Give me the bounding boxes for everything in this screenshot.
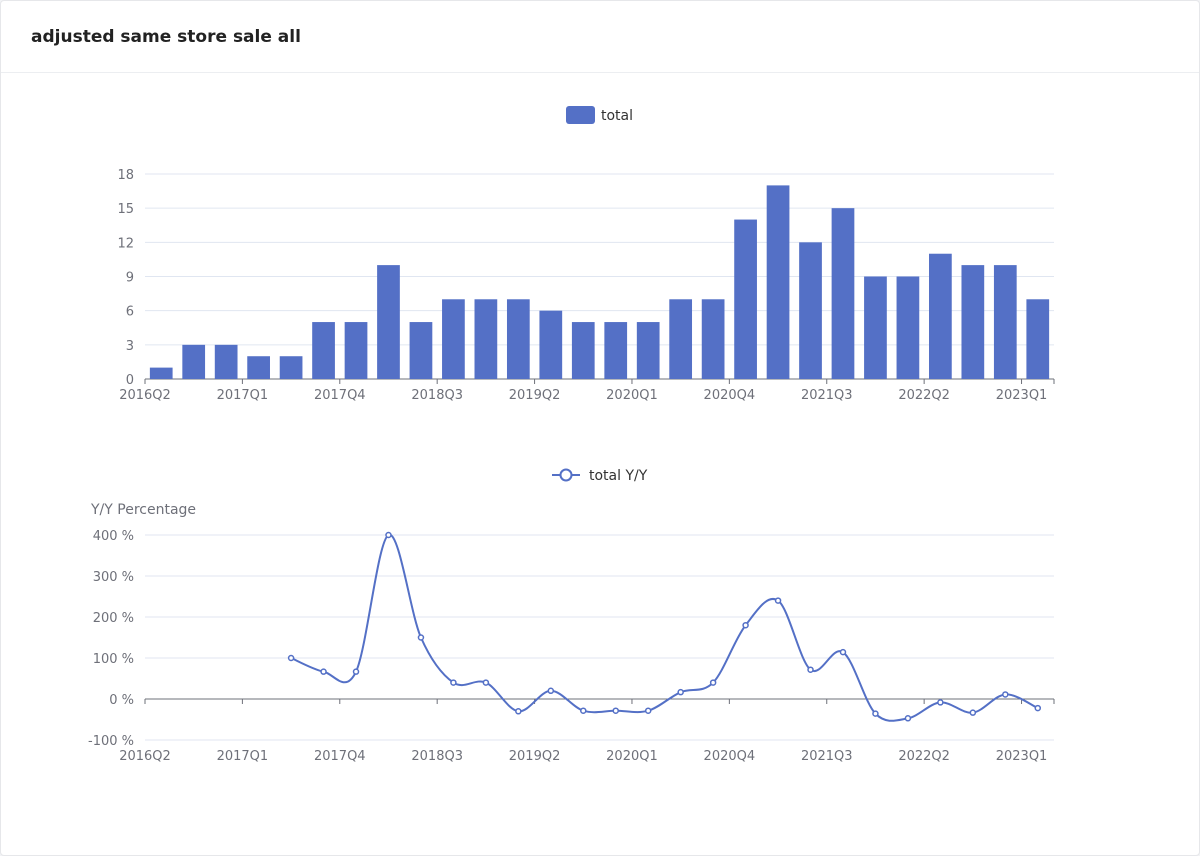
- data-point: [580, 707, 587, 714]
- bar: [1026, 299, 1050, 379]
- bar: [961, 265, 985, 379]
- bar: [247, 356, 270, 379]
- x-tick-label: 2019Q2: [509, 388, 561, 403]
- data-point: [547, 687, 555, 695]
- legend-swatch: [566, 106, 595, 124]
- bar: [312, 322, 335, 379]
- series-line: [290, 533, 1039, 722]
- data-point: [320, 668, 327, 675]
- bar-legend: total: [566, 106, 633, 124]
- line-chart: total Y/Y Y/Y Percentage -100 % 0 % 100 % 200…: [88, 468, 1055, 764]
- bar: [474, 299, 498, 379]
- bar: [734, 219, 757, 379]
- x-tick-label: 2017Q1: [217, 749, 269, 764]
- bar: [799, 242, 822, 379]
- bar: [279, 356, 303, 379]
- legend-label: total Y/Y: [589, 468, 648, 484]
- data-point: [644, 707, 652, 714]
- data-point: [937, 699, 944, 706]
- bar: [864, 276, 887, 379]
- y-axis-title: Y/Y Percentage: [90, 502, 196, 518]
- x-tick-label: 2017Q4: [314, 388, 366, 403]
- y-tick-label: 0: [126, 373, 134, 388]
- line-legend: total Y/Y: [552, 468, 648, 484]
- data-point: [352, 668, 360, 675]
- bar: [896, 276, 920, 379]
- data-point: [450, 679, 457, 686]
- bar: [636, 322, 660, 379]
- data-point: [515, 708, 522, 715]
- bar: [409, 322, 433, 379]
- x-tick-label: 2022Q2: [898, 388, 950, 403]
- data-point: [742, 621, 749, 629]
- bar: [182, 344, 206, 379]
- data-point: [904, 715, 912, 722]
- data-point: [807, 666, 814, 673]
- bar: [669, 299, 693, 379]
- data-point: [872, 710, 879, 717]
- y-tick-label: 200 %: [93, 611, 134, 626]
- data-point: [1002, 691, 1009, 698]
- y-tick-label: 18: [117, 168, 134, 183]
- bar: [831, 208, 855, 379]
- bar: [149, 367, 173, 379]
- y-tick-label: 6: [126, 305, 134, 320]
- x-tick-label: 2023Q1: [996, 749, 1048, 764]
- x-tick-label: 2018Q3: [411, 388, 463, 403]
- y-tick-label: 100 %: [93, 652, 134, 667]
- x-tick-label: 2021Q3: [801, 749, 853, 764]
- y-tick-label: 3: [126, 339, 134, 354]
- bar: [442, 299, 465, 379]
- bar: [214, 344, 238, 379]
- data-point: [774, 597, 782, 604]
- bar: [571, 322, 595, 379]
- legend-marker: [559, 468, 573, 482]
- bar: [506, 299, 530, 379]
- data-point: [287, 654, 295, 662]
- bar: [344, 322, 368, 379]
- bar-chart: total 0 3 6 9 12 15 18 2016Q2 2017Q1 2017Q4 2018Q3 2…: [117, 106, 1055, 403]
- bar: [539, 310, 563, 379]
- x-tick-label: 2018Q3: [411, 749, 463, 764]
- data-point: [385, 531, 392, 539]
- data-point: [482, 679, 490, 686]
- x-tick-label: 2016Q2: [119, 749, 171, 764]
- data-point: [709, 679, 717, 686]
- legend-label: total: [601, 108, 633, 124]
- x-tick-label: 2020Q1: [606, 388, 658, 403]
- data-point: [969, 709, 977, 716]
- bar: [701, 299, 725, 379]
- y-tick-label: 0 %: [109, 693, 134, 708]
- x-tick-label: 2017Q1: [217, 388, 269, 403]
- x-tick-label: 2016Q2: [119, 388, 171, 403]
- x-tick-label: 2017Q4: [314, 749, 366, 764]
- data-point: [839, 648, 847, 656]
- data-point: [677, 688, 684, 696]
- x-tick-label: 2019Q2: [509, 749, 561, 764]
- y-tick-label: -100 %: [88, 734, 134, 749]
- card-header: adjusted same store sale all: [1, 1, 1199, 73]
- x-tick-label: 2022Q2: [898, 749, 950, 764]
- data-point: [417, 634, 425, 641]
- data-point: [612, 707, 619, 714]
- bar: [604, 322, 628, 379]
- x-tick-label: 2020Q1: [606, 749, 658, 764]
- page-title: adjusted same store sale all: [31, 26, 301, 47]
- y-tick-label: 15: [117, 202, 134, 217]
- x-tick-label: 2023Q1: [996, 388, 1048, 403]
- data-point: [1034, 704, 1042, 712]
- bar: [766, 185, 790, 379]
- x-tick-label: 2020Q4: [704, 388, 756, 403]
- y-tick-label: 12: [117, 236, 134, 251]
- x-tick-label: 2021Q3: [801, 388, 853, 403]
- bar: [929, 253, 952, 379]
- y-tick-label: 9: [126, 271, 134, 286]
- bar: [377, 265, 400, 379]
- bar: [993, 265, 1017, 379]
- y-tick-label: 300 %: [93, 570, 134, 585]
- y-tick-label: 400 %: [93, 529, 134, 544]
- x-tick-label: 2020Q4: [704, 749, 756, 764]
